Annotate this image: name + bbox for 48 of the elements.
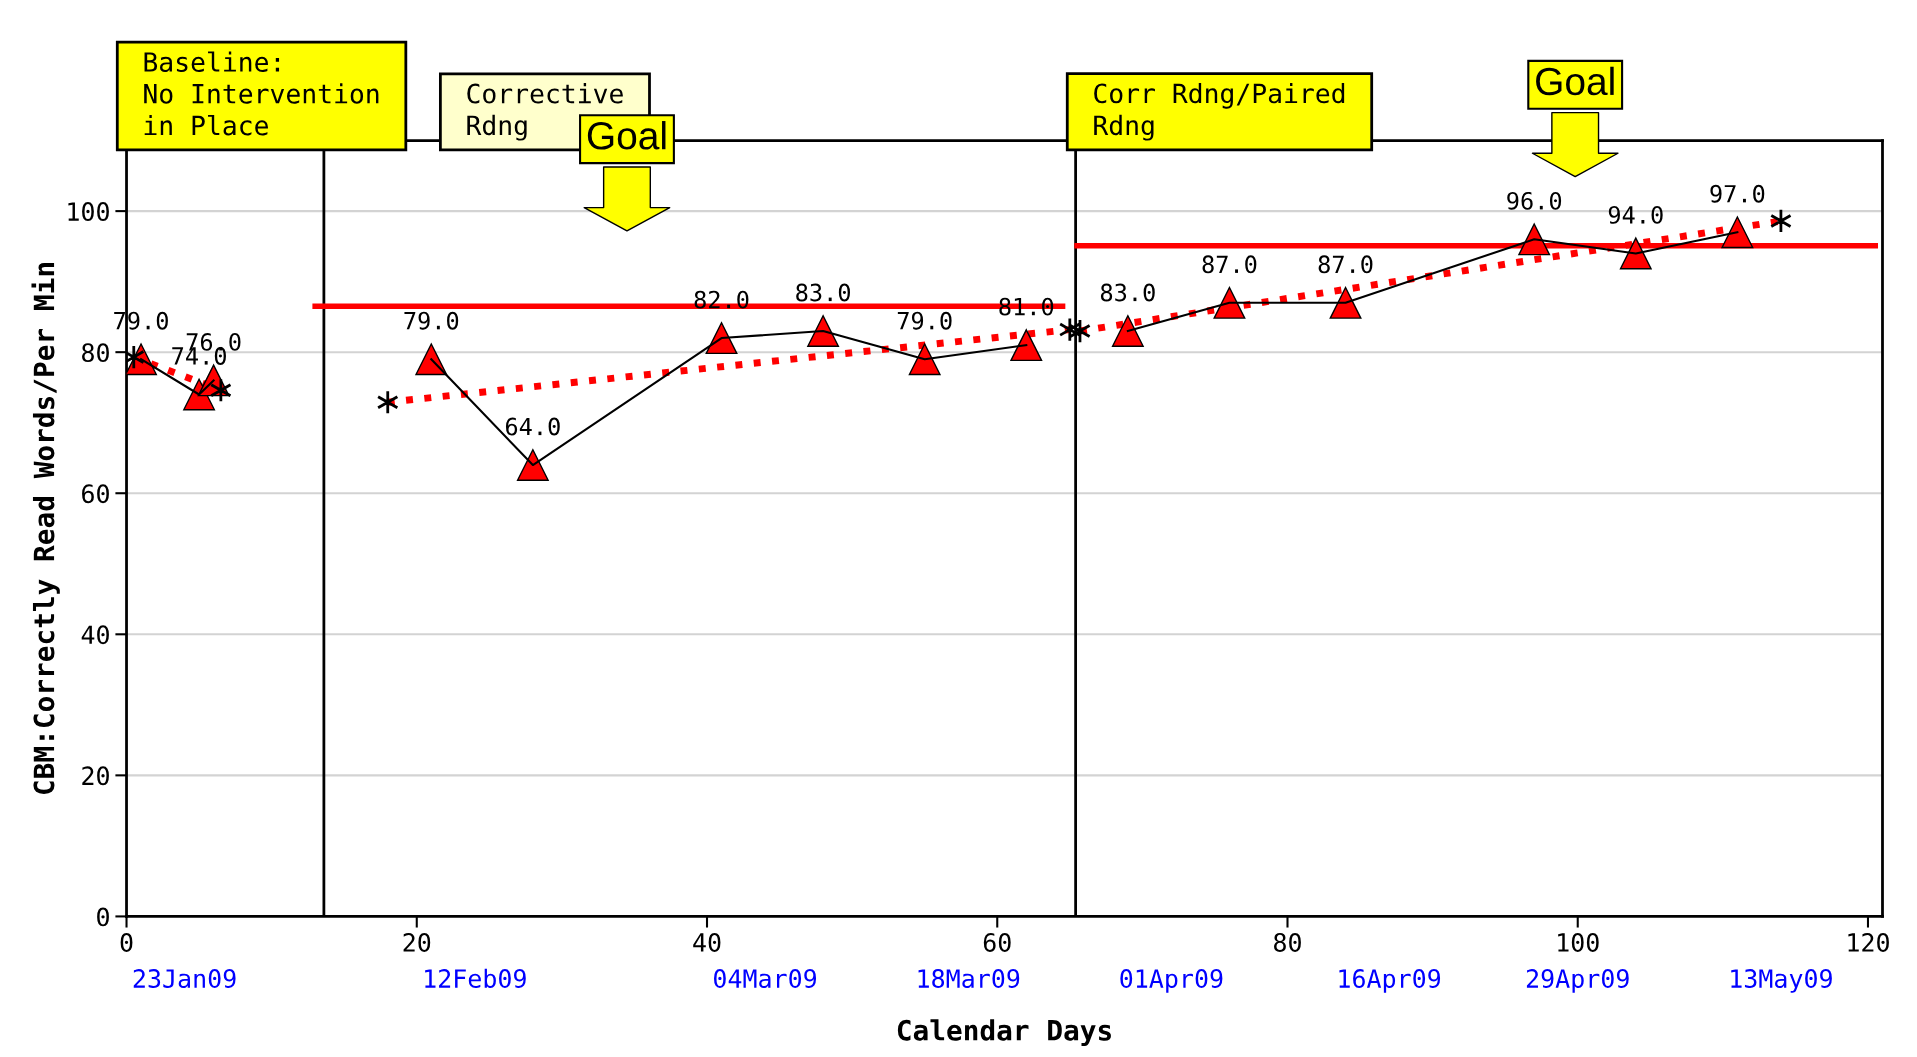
y-tick-label: 20: [82, 766, 109, 786]
point: [1010, 329, 1043, 362]
x-tick-label: 0: [120, 932, 133, 952]
data-label: 79.0: [897, 311, 952, 330]
point: [908, 343, 941, 376]
x-tick-label: 20: [403, 932, 431, 952]
data-label: 87.0: [1202, 255, 1257, 274]
point: [1213, 286, 1246, 319]
point: [1329, 286, 1362, 319]
y-tick-label: 0: [97, 907, 109, 927]
point: [1721, 216, 1754, 249]
point: [1111, 315, 1144, 347]
x-tick-label: 100: [1558, 932, 1599, 952]
point: [1619, 237, 1652, 270]
data-label: 83.0: [796, 283, 851, 302]
data-label: 97.0: [1710, 184, 1765, 203]
annotation: Goal: [587, 121, 666, 150]
x-tick-label: 60: [983, 932, 1011, 952]
data-label: 64.0: [505, 417, 560, 436]
y-tick-label: 100: [68, 202, 109, 222]
text: Goal: [1536, 66, 1614, 96]
x-tick-label: 120: [1848, 932, 1889, 952]
y-tick-label: 60: [82, 484, 109, 504]
x2-tick-label: 01Apr09: [1120, 969, 1223, 993]
data-label: 83.0: [1100, 283, 1155, 302]
point: [1518, 223, 1551, 256]
data-label: 79.0: [404, 311, 459, 330]
x2-tick-label: 16Apr09: [1339, 969, 1441, 993]
point: [415, 343, 448, 376]
text: Baseline: No Intervention in Place: [144, 51, 379, 136]
y-axis-title: CBM:Correctly Read Words/Per Min: [31, 263, 60, 795]
x2-tick-label: 04Mar09: [714, 969, 817, 988]
data-label: 96.0: [1507, 191, 1562, 210]
annotation: Corr Rdng/Paired Rdng: [1094, 82, 1345, 141]
x2-tick-label: 29Apr09: [1526, 969, 1629, 993]
y-tick-label: 40: [81, 625, 109, 645]
x2-tick-label: 18Mar09: [918, 969, 1020, 988]
data-label: 87.0: [1318, 255, 1373, 274]
y-tick-label: 80: [82, 343, 109, 363]
point: [516, 449, 549, 481]
x-tick-label: 80: [1274, 932, 1301, 952]
point: [807, 315, 840, 347]
x2-tick-label: 23Jan09: [133, 969, 236, 988]
data-label: 94.0: [1608, 206, 1663, 224]
x-tick-label: 40: [693, 932, 721, 952]
x2-tick-label: 13May09: [1731, 969, 1832, 993]
x-axis-title: Calendar Days: [897, 1019, 1111, 1047]
x2-tick-label: 12Feb09: [425, 968, 526, 988]
